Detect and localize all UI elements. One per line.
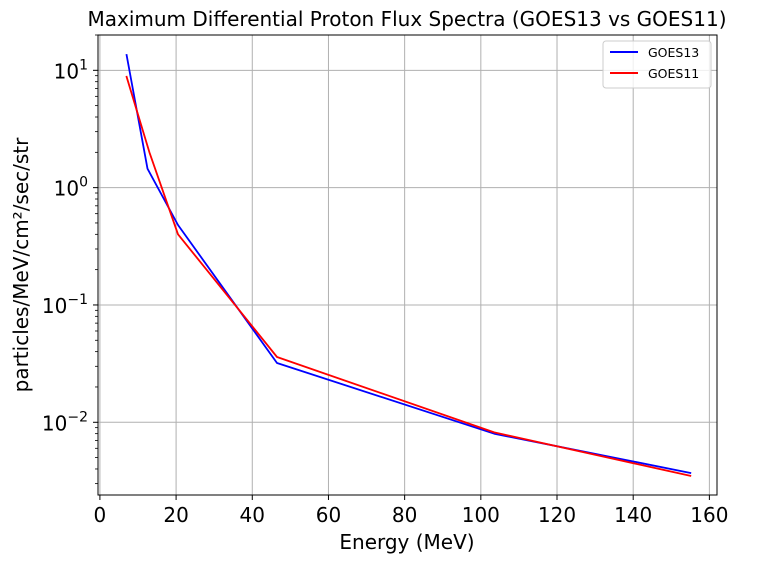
y-axis: 10−2 10−1 100 101 <box>42 34 98 485</box>
y-tick-label: 10−2 <box>42 409 88 435</box>
series-layer <box>125 53 692 477</box>
x-axis-label: Energy (MeV) <box>339 530 474 554</box>
grid <box>98 35 717 495</box>
y-tick-label: 101 <box>54 57 88 83</box>
y-tick-label: 10−1 <box>42 292 88 318</box>
x-tick-label: 60 <box>316 503 341 527</box>
x-tick-label: 80 <box>392 503 417 527</box>
x-axis: 0 20 40 60 80 100 120 140 160 <box>94 495 728 527</box>
x-tick-label: 20 <box>163 503 188 527</box>
x-tick-label: 40 <box>240 503 265 527</box>
legend: GOES13 GOES11 <box>602 40 712 89</box>
x-tick-label: 120 <box>538 503 576 527</box>
plot-frame <box>97 34 718 496</box>
y-tick-label: 100 <box>54 175 88 201</box>
series-line-goes11 <box>125 75 692 477</box>
legend-label-goes11: GOES11 <box>648 66 699 81</box>
x-tick-label: 140 <box>614 503 652 527</box>
x-tick-label: 0 <box>94 503 107 527</box>
series-line-goes13 <box>125 53 692 474</box>
x-tick-label: 100 <box>462 503 500 527</box>
y-axis-label: particles/MeV/cm²/sec/str <box>9 137 33 393</box>
x-tick-label: 160 <box>690 503 728 527</box>
chart-title: Maximum Differential Proton Flux Spectra… <box>87 7 726 31</box>
legend-label-goes13: GOES13 <box>648 45 699 60</box>
